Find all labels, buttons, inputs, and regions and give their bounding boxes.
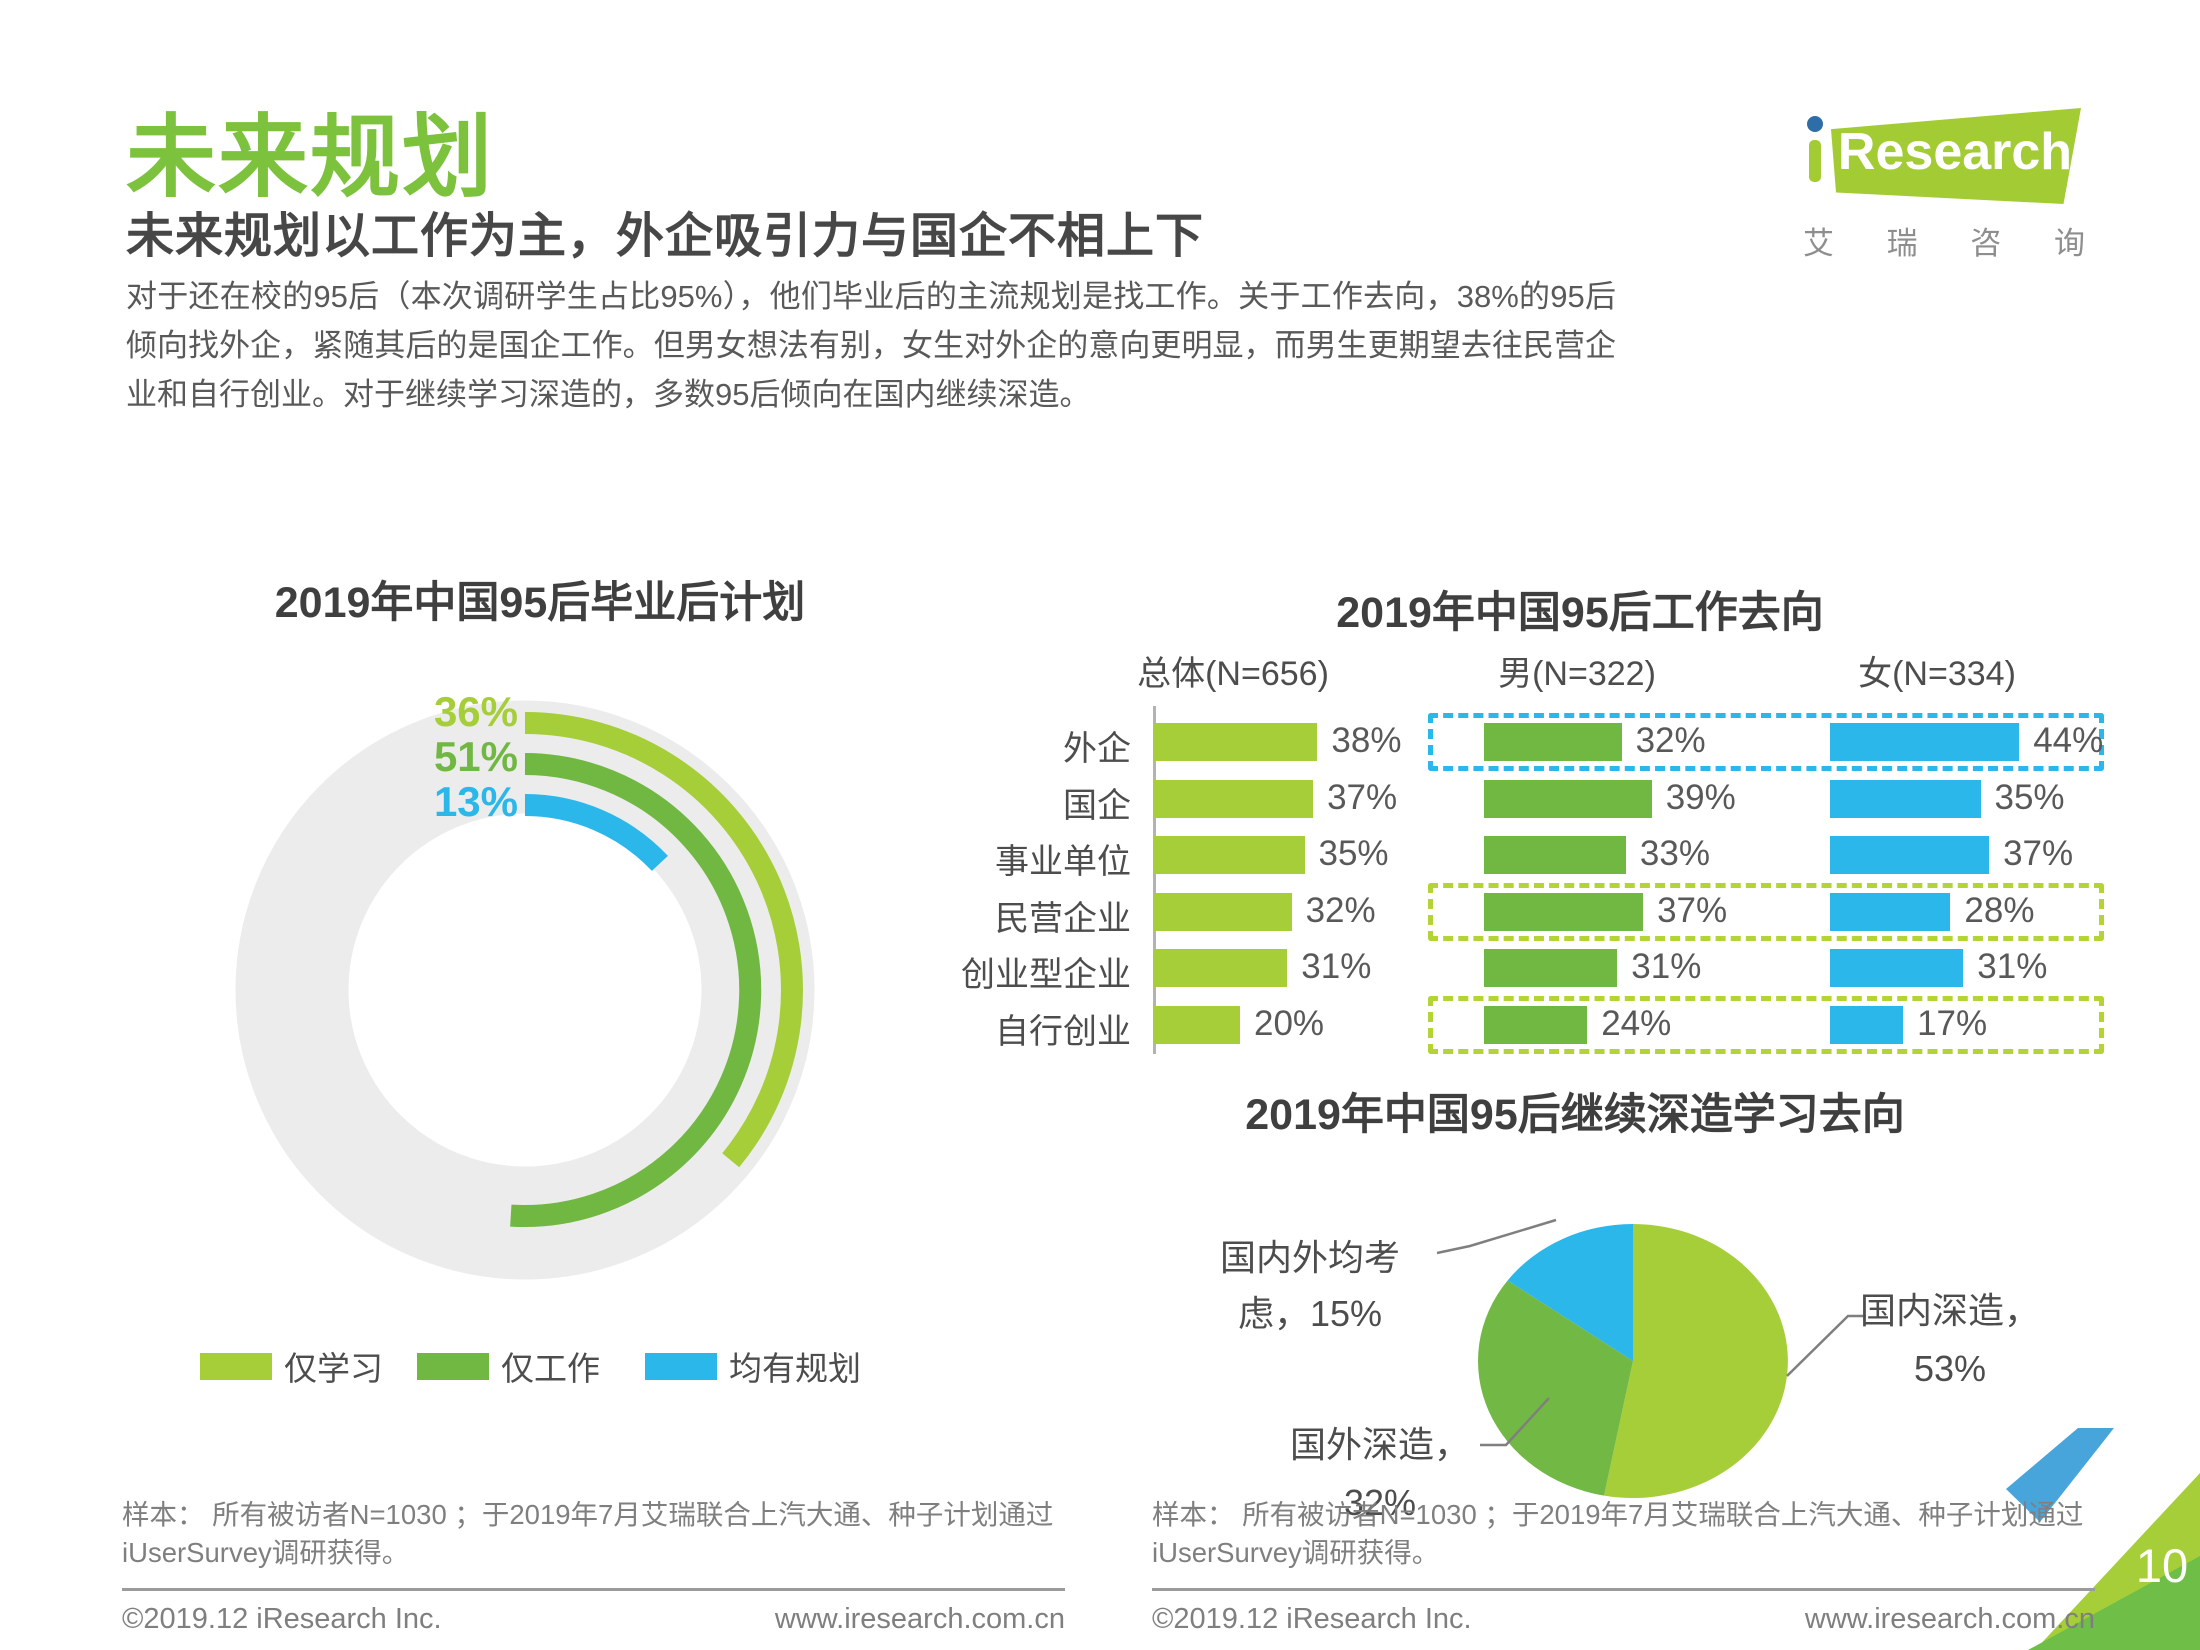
- bar-男(N=322)-创业型企业: [1484, 949, 1617, 988]
- bar-category-label-自行创业: 自行创业: [995, 1013, 1131, 1051]
- bar-value-男(N=322)-创业型企业: 31%: [1631, 947, 1702, 987]
- bar-value-女(N=334)-自行创业: 17%: [1917, 1004, 1988, 1043]
- donut-value-仅学习: 36%: [433, 688, 518, 735]
- donut-background-ring: [235, 700, 815, 1280]
- footer-divider: [122, 1588, 1065, 1591]
- legend-item-仅工作: 仅工作: [417, 1342, 600, 1390]
- bar-value-女(N=334)-外企: 44%: [2033, 721, 2104, 760]
- legend-label: 均有规划: [729, 1350, 861, 1387]
- logo-brand-text: Research: [1837, 123, 2073, 181]
- bar-总体(N=656)-事业单位: [1154, 836, 1305, 875]
- bar-女(N=334)-自行创业: [1830, 1006, 1903, 1044]
- legend-swatch-仅工作: [417, 1352, 489, 1380]
- bar-value-总体(N=656)-民营企业: 32%: [1305, 890, 1376, 930]
- logo-caption: 艾瑞咨询: [1803, 226, 2085, 261]
- legend-swatch-均有规划: [645, 1352, 717, 1380]
- legend-swatch-仅学习: [200, 1352, 272, 1380]
- bar-value-总体(N=656)-外企: 38%: [1331, 721, 1402, 760]
- pie-label-both-considered: 国内外均考虑，15%: [1219, 1237, 1400, 1334]
- bar-category-label-民营企业: 民营企业: [995, 899, 1131, 938]
- donut-value-均有规划: 13%: [433, 778, 518, 825]
- legend-item-均有规划: 均有规划: [645, 1342, 861, 1390]
- copyright-text: ©2019.12 iResearch Inc.: [122, 1603, 442, 1635]
- bar-value-女(N=334)-国企: 35%: [1994, 777, 2065, 817]
- bar-value-总体(N=656)-事业单位: 35%: [1318, 834, 1389, 874]
- leader-line-abroad: [1480, 1397, 1550, 1447]
- bar-value-男(N=322)-事业单位: 33%: [1639, 834, 1710, 874]
- footer-left-column: 样本： 所有被访者N=1030 ；于2019年7月艾瑞联合上汽大通、种子计划通过…: [122, 1496, 1065, 1636]
- donut-arc-仅学习: [524, 712, 803, 1168]
- website-link[interactable]: www.iresearch.com.cn: [774, 1603, 1065, 1635]
- logo-i-dot-icon: [1807, 116, 1823, 132]
- bar-总体(N=656)-国企: [1154, 779, 1313, 818]
- donut-arc-仅工作: [510, 753, 762, 1227]
- pie-slice-国内外均考虑: [1507, 1224, 1633, 1361]
- bar-value-男(N=322)-国企: 39%: [1665, 777, 1736, 817]
- bar-group-header-0: 总体(N=656): [1137, 655, 1329, 693]
- bar-value-男(N=322)-民营企业: 37%: [1657, 890, 1728, 930]
- donut-value-仅工作: 51%: [433, 733, 518, 780]
- bar-男(N=322)-民营企业: [1484, 892, 1643, 931]
- sample-note: 样本： 所有被访者N=1030 ；于2019年7月艾瑞联合上汽大通、种子计划通过…: [122, 1499, 1054, 1568]
- bar-value-女(N=334)-创业型企业: 31%: [1977, 947, 2048, 987]
- bar-男(N=322)-事业单位: [1484, 836, 1626, 875]
- page-title: 未来规划: [126, 108, 494, 208]
- donut-chart-title: 2019年中国95后毕业后计划: [274, 579, 806, 627]
- bar-value-总体(N=656)-创业型企业: 31%: [1301, 947, 1372, 987]
- bar-value-女(N=334)-民营企业: 28%: [1964, 890, 2035, 930]
- bar-男(N=322)-外企: [1484, 723, 1622, 761]
- legend-label: 仅工作: [501, 1350, 600, 1387]
- bar-女(N=334)-外企: [1830, 723, 2019, 761]
- copyright-text: ©2019.12 iResearch Inc.: [1152, 1603, 1472, 1635]
- bar-value-男(N=322)-自行创业: 24%: [1601, 1004, 1672, 1043]
- bar-女(N=334)-事业单位: [1830, 836, 1989, 875]
- legend-label: 仅学习: [284, 1350, 383, 1387]
- bar-value-男(N=322)-外企: 32%: [1635, 721, 1706, 760]
- bar-value-女(N=334)-事业单位: 37%: [2003, 834, 2074, 874]
- bar-value-总体(N=656)-自行创业: 20%: [1254, 1004, 1325, 1043]
- bar-总体(N=656)-外企: [1154, 723, 1317, 761]
- highlight-box-民营企业: [1428, 882, 2104, 941]
- pie-label-abroad: 国外深造，32%: [1289, 1424, 1470, 1523]
- bar-value-总体(N=656)-国企: 37%: [1327, 777, 1398, 817]
- bar-category-label-事业单位: 事业单位: [995, 843, 1131, 882]
- bar-总体(N=656)-创业型企业: [1154, 949, 1287, 988]
- website-link[interactable]: www.iresearch.com.cn: [1804, 1603, 2095, 1635]
- highlight-box-自行创业: [1428, 996, 2104, 1054]
- bar-category-label-国企: 国企: [1063, 786, 1131, 825]
- donut-arc-均有规划: [524, 794, 668, 872]
- footer-right-column: 样本： 所有被访者N=1030 ；于2019年7月艾瑞联合上汽大通、种子计划通过…: [1152, 1496, 2095, 1636]
- pie-label-domestic: 国内深造，53%: [1859, 1290, 2040, 1389]
- bar-女(N=334)-国企: [1830, 779, 1981, 818]
- bar-category-label-创业型企业: 创业型企业: [961, 956, 1131, 995]
- pie-chart-title: 2019年中国95后继续深造学习去向: [1245, 1091, 1905, 1139]
- leader-line-both: [1436, 1218, 1557, 1255]
- bar-总体(N=656)-自行创业: [1154, 1006, 1240, 1044]
- bar-女(N=334)-民营企业: [1830, 892, 1950, 931]
- footer-divider: [1152, 1588, 2095, 1591]
- intro-paragraph: 对于还在校的95后（本次调研学生占比95%），他们毕业后的主流规划是找工作。关于…: [126, 279, 1616, 412]
- legend-item-仅学习: 仅学习: [200, 1342, 383, 1390]
- bar-男(N=322)-国企: [1484, 779, 1652, 818]
- bar-group-header-1: 男(N=322): [1498, 655, 1656, 693]
- bar-chart-title: 2019年中国95后工作去向: [1336, 589, 1824, 637]
- bar-女(N=334)-创业型企业: [1830, 949, 1963, 988]
- iresearch-logo: Research 艾瑞咨询: [1795, 100, 2095, 261]
- bar-男(N=322)-自行创业: [1484, 1006, 1587, 1044]
- bar-总体(N=656)-民营企业: [1154, 892, 1292, 931]
- pie-slice-国外深造: [1478, 1280, 1633, 1496]
- bar-group-header-2: 女(N=334): [1858, 655, 2016, 693]
- bar-chart-axis: [1153, 706, 1156, 1054]
- page-subtitle: 未来规划以工作为主，外企吸引力与国企不相上下: [126, 210, 1205, 263]
- sample-note: 样本： 所有被访者N=1030 ；于2019年7月艾瑞联合上汽大通、种子计划通过…: [1152, 1499, 2084, 1568]
- highlight-box-外企: [1428, 713, 2104, 771]
- page-number: 10: [2135, 1539, 2189, 1592]
- pie-slice-国内深造: [1604, 1224, 1788, 1498]
- bar-category-label-外企: 外企: [1063, 730, 1131, 768]
- logo-i-stem-icon: [1809, 140, 1821, 182]
